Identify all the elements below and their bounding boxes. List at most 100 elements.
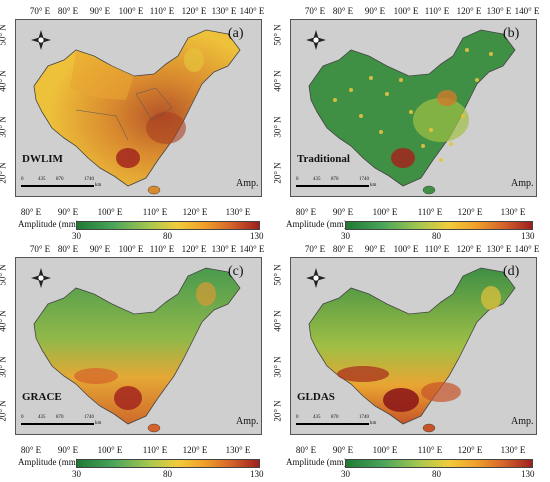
- amp-label: Amp.: [236, 416, 259, 427]
- north-arrow-icon: [31, 30, 51, 50]
- lon-tick: 120° E: [457, 207, 483, 217]
- lon-tick: 130° E: [486, 244, 512, 254]
- map-frame: (c) GRACE Amp. 0 435 870 1740 km: [15, 257, 262, 435]
- lon-tick: 110° E: [149, 244, 175, 254]
- legend-mid: 80: [163, 469, 172, 479]
- legend-max: 130: [521, 231, 535, 241]
- lat-tick: 30° N: [272, 356, 283, 378]
- lon-tick: 130° E: [225, 445, 251, 455]
- lat-tick: 40° N: [0, 70, 8, 92]
- lat-tick: 50° N: [272, 264, 283, 286]
- scale-label: 0: [296, 415, 299, 420]
- lon-tick: 80° E: [57, 244, 79, 254]
- panel-letter: (d): [503, 264, 520, 279]
- lon-tick: 120° E: [182, 207, 208, 217]
- lon-tick: 140° E: [239, 244, 265, 254]
- lat-tick: 30° N: [272, 116, 283, 138]
- method-label: GRACE: [22, 391, 62, 403]
- lon-tick: 90° E: [332, 207, 354, 217]
- lat-tick: 50° N: [0, 264, 8, 286]
- legend-max: 130: [250, 469, 264, 479]
- amp-label: Amp.: [511, 178, 534, 189]
- lon-tick: 110° E: [417, 445, 443, 455]
- lat-tick: 40° N: [0, 310, 8, 332]
- lon-tick: 100° E: [97, 445, 123, 455]
- lon-tick: 100° E: [393, 6, 419, 16]
- legend-min: 30: [72, 469, 81, 479]
- lon-tick: 120° E: [181, 244, 207, 254]
- china-region: [33, 267, 241, 425]
- lon-tick: 120° E: [456, 244, 482, 254]
- amp-label: Amp.: [511, 416, 534, 427]
- scale-label: 435: [313, 177, 321, 182]
- lon-tick: 100° E: [372, 445, 398, 455]
- scale-unit: km: [370, 421, 377, 426]
- lat-tick: 30° N: [0, 116, 8, 138]
- lon-tick: 110° E: [424, 244, 450, 254]
- scale-unit: km: [95, 183, 102, 188]
- lon-tick: 130° E: [486, 6, 512, 16]
- panel-letter: (c): [228, 264, 244, 279]
- scale-label: 1740: [84, 415, 94, 420]
- lon-tick: 80° E: [332, 6, 354, 16]
- lat-tick: 50° N: [272, 24, 283, 46]
- lon-tick: 100° E: [118, 244, 144, 254]
- lon-tick: 100° E: [118, 6, 144, 16]
- color-bar: [76, 221, 260, 230]
- legend-mid: 80: [163, 231, 172, 241]
- legend-title: Amplitude (mm): [18, 219, 79, 229]
- map-frame: (a) DWLIM Amp. 0 435 870 1740 km: [15, 19, 262, 197]
- lon-tick: 130° E: [211, 244, 237, 254]
- lat-tick: 40° N: [272, 70, 283, 92]
- lon-tick: 70° E: [304, 244, 326, 254]
- scale-label: 0: [21, 177, 24, 182]
- lon-tick: 120° E: [181, 6, 207, 16]
- lon-tick: 80° E: [295, 445, 317, 455]
- lon-tick: 130° E: [500, 207, 526, 217]
- legend-mid: 80: [432, 231, 441, 241]
- lat-tick: 20° N: [272, 162, 283, 184]
- lon-tick: 100° E: [97, 207, 123, 217]
- legend-mid: 80: [432, 469, 441, 479]
- lon-tick: 120° E: [182, 445, 208, 455]
- lon-tick: 110° E: [142, 207, 168, 217]
- lon-tick: 100° E: [372, 207, 398, 217]
- lon-tick: 130° E: [211, 6, 237, 16]
- lon-tick: 70° E: [304, 6, 326, 16]
- lon-tick: 110° E: [417, 207, 443, 217]
- lat-tick: 50° N: [0, 24, 8, 46]
- amp-label: Amp.: [236, 178, 259, 189]
- color-bar: [76, 459, 260, 468]
- legend-max: 130: [521, 469, 535, 479]
- legend-min: 30: [341, 469, 350, 479]
- map-frame: (b) Traditional Amp. 0 435 870 1740 km: [290, 19, 537, 197]
- lon-tick: 130° E: [500, 445, 526, 455]
- lat-tick: 40° N: [272, 310, 283, 332]
- lat-tick: 20° N: [0, 400, 8, 422]
- lon-tick: 120° E: [456, 6, 482, 16]
- color-bar: [345, 459, 533, 468]
- lon-tick: 110° E: [149, 6, 175, 16]
- color-bar: [345, 221, 533, 230]
- map-frame: (d) GLDAS Amp. 0 435 870 1740 km: [290, 257, 537, 435]
- legend-title: Amplitude (mm): [286, 219, 347, 229]
- lon-tick: 100° E: [393, 244, 419, 254]
- lon-tick: 120° E: [457, 445, 483, 455]
- lon-tick: 90° E: [364, 6, 386, 16]
- scale-label: 870: [331, 415, 339, 420]
- lon-tick: 90° E: [57, 445, 79, 455]
- panel-letter: (b): [503, 26, 520, 41]
- lon-tick: 90° E: [332, 445, 354, 455]
- scale-label: 1740: [359, 177, 369, 182]
- lon-tick: 90° E: [89, 6, 111, 16]
- north-arrow-icon: [306, 268, 326, 288]
- method-label: Traditional: [297, 153, 350, 165]
- lon-tick: 90° E: [89, 244, 111, 254]
- north-arrow-icon: [306, 30, 326, 50]
- china-region: [308, 267, 516, 425]
- scale-unit: km: [370, 183, 377, 188]
- lon-tick: 140° E: [514, 244, 540, 254]
- scale-label: 870: [331, 177, 339, 182]
- legend-min: 30: [72, 231, 81, 241]
- scale-label: 435: [38, 415, 46, 420]
